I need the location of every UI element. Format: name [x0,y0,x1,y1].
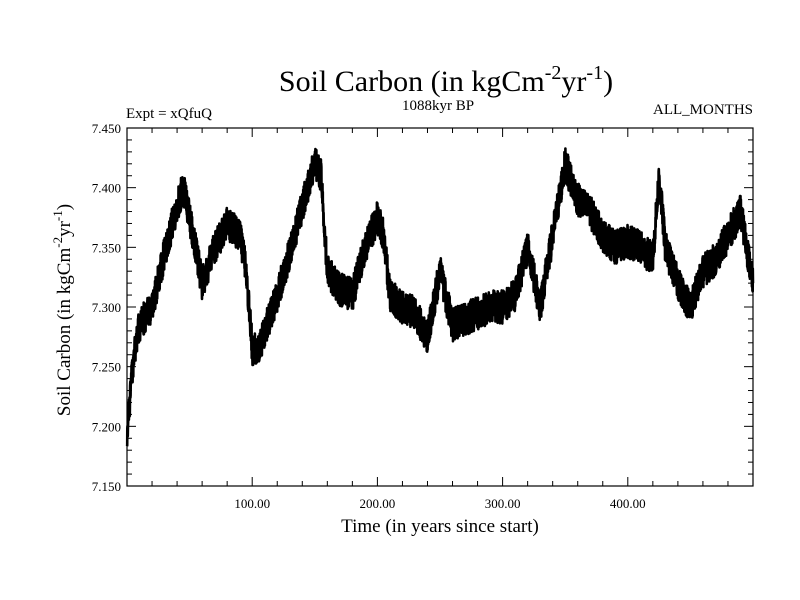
y-tick-label: 7.450 [92,121,121,136]
x-axis-label: Time (in years since start) [341,516,539,537]
y-tick-label: 7.350 [92,240,121,255]
y-tick-label: 7.300 [92,300,121,315]
experiment-label: Expt = xQfuQ [126,106,212,122]
months-label: ALL_MONTHS [653,102,753,118]
plot-frame [126,127,754,487]
tick-labels: 100.00 200.00 300.00 400.00 7.150 7.200 7.250 7… [92,121,646,511]
y-tick-label: 7.200 [92,419,121,434]
y-tick-label: 7.250 [92,360,121,375]
x-tick-label: 300.00 [485,496,521,511]
y-tick-label: 7.400 [92,181,121,196]
y-tick-label: 7.150 [92,479,121,494]
y-axis-label: Soil Carbon (in kgCm-2yr-1) [50,204,75,416]
x-tick-label: 100.00 [234,496,270,511]
series-line-soil-carbon [125,147,755,447]
period-label: 1088kyr BP [402,98,474,114]
x-tick-label: 400.00 [610,496,646,511]
chart-title: Soil Carbon (in kgCm-2yr-1) [279,62,613,98]
x-tick-label: 200.00 [360,496,396,511]
